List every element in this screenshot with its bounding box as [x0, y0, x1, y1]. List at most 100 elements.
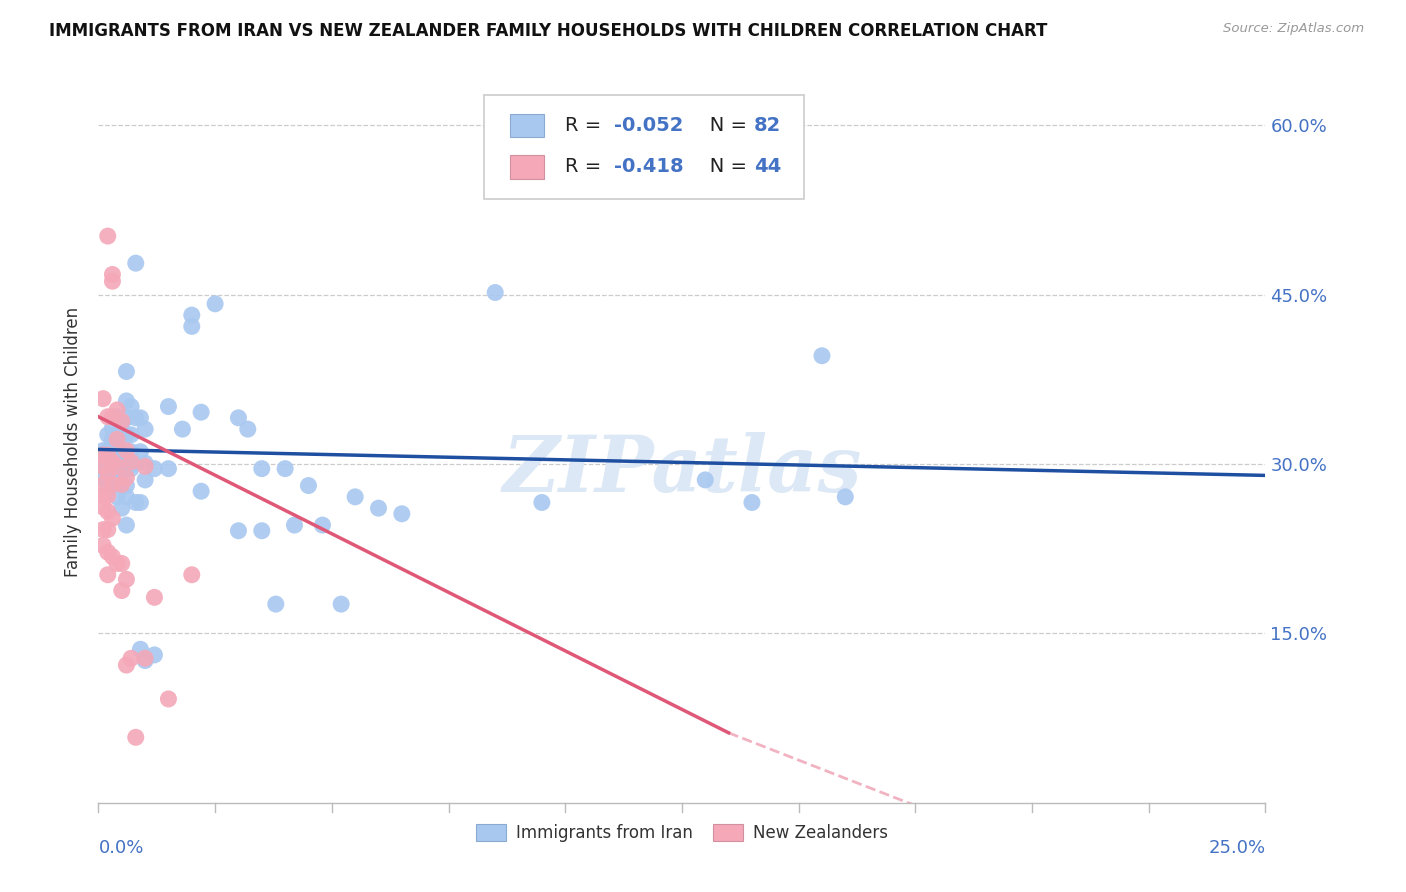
- Point: [125, 731, 148, 745]
- Point: [115, 427, 138, 442]
- Point: [115, 443, 138, 458]
- Point: [134, 422, 156, 436]
- Point: [125, 495, 148, 509]
- Point: [330, 597, 353, 611]
- Point: [125, 456, 148, 470]
- Text: 25.0%: 25.0%: [1208, 838, 1265, 857]
- Text: 82: 82: [754, 116, 782, 136]
- Text: ZIPatlas: ZIPatlas: [502, 433, 862, 508]
- Point: [111, 501, 134, 516]
- Point: [97, 229, 120, 244]
- Point: [111, 414, 134, 428]
- Point: [297, 478, 319, 492]
- Point: [157, 400, 180, 414]
- Point: [91, 538, 114, 552]
- Point: [834, 490, 856, 504]
- Point: [97, 409, 120, 424]
- Text: N =: N =: [690, 116, 754, 136]
- Point: [129, 495, 152, 509]
- Point: [143, 648, 166, 662]
- Point: [97, 461, 120, 475]
- Point: [105, 456, 128, 470]
- Point: [97, 455, 120, 469]
- Point: [134, 651, 156, 665]
- Text: R =: R =: [565, 116, 607, 136]
- Point: [111, 477, 134, 491]
- Text: 0.0%: 0.0%: [98, 838, 143, 857]
- Point: [97, 504, 120, 518]
- Point: [134, 456, 156, 470]
- FancyBboxPatch shape: [510, 114, 544, 137]
- Point: [101, 473, 124, 487]
- Point: [111, 417, 134, 431]
- Point: [120, 455, 142, 469]
- Text: -0.052: -0.052: [614, 116, 683, 136]
- Point: [91, 448, 114, 462]
- Point: [91, 443, 114, 458]
- Point: [101, 461, 124, 475]
- Point: [101, 421, 124, 435]
- Point: [105, 557, 128, 571]
- Point: [157, 692, 180, 706]
- Point: [134, 459, 156, 474]
- Point: [115, 471, 138, 485]
- Point: [695, 473, 717, 487]
- Point: [111, 450, 134, 465]
- Point: [115, 518, 138, 533]
- Point: [115, 490, 138, 504]
- Point: [97, 427, 120, 442]
- Point: [120, 400, 142, 414]
- Point: [105, 490, 128, 504]
- Point: [134, 473, 156, 487]
- Point: [101, 444, 124, 458]
- Point: [101, 439, 124, 453]
- Point: [97, 489, 120, 503]
- Point: [105, 427, 128, 442]
- Point: [97, 523, 120, 537]
- Point: [180, 567, 202, 582]
- Point: [97, 443, 120, 458]
- Point: [484, 285, 506, 300]
- Point: [120, 461, 142, 475]
- Point: [91, 523, 114, 537]
- Point: [101, 477, 124, 491]
- Point: [129, 410, 152, 425]
- Point: [125, 410, 148, 425]
- Point: [97, 448, 120, 462]
- Point: [101, 549, 124, 564]
- Point: [120, 651, 142, 665]
- Point: [101, 409, 124, 424]
- Point: [741, 495, 763, 509]
- Point: [91, 392, 114, 406]
- Point: [97, 477, 120, 491]
- Point: [91, 459, 114, 474]
- Point: [190, 405, 212, 419]
- Point: [111, 461, 134, 475]
- Point: [111, 557, 134, 571]
- Point: [101, 450, 124, 465]
- Point: [228, 410, 250, 425]
- Point: [120, 444, 142, 458]
- Point: [101, 268, 124, 282]
- Point: [115, 478, 138, 492]
- Point: [105, 459, 128, 474]
- Point: [115, 658, 138, 673]
- Point: [204, 297, 226, 311]
- Point: [115, 461, 138, 475]
- Point: [143, 591, 166, 605]
- Point: [344, 490, 367, 504]
- Legend: Immigrants from Iran, New Zealanders: Immigrants from Iran, New Zealanders: [470, 817, 894, 848]
- Point: [250, 461, 273, 475]
- Text: 44: 44: [754, 158, 782, 177]
- Point: [105, 403, 128, 417]
- Point: [97, 545, 120, 559]
- Text: Source: ZipAtlas.com: Source: ZipAtlas.com: [1223, 22, 1364, 36]
- Point: [115, 410, 138, 425]
- Point: [97, 466, 120, 480]
- FancyBboxPatch shape: [510, 155, 544, 178]
- Point: [274, 461, 297, 475]
- Point: [180, 319, 202, 334]
- Point: [264, 597, 287, 611]
- Point: [91, 477, 114, 491]
- Point: [283, 518, 305, 533]
